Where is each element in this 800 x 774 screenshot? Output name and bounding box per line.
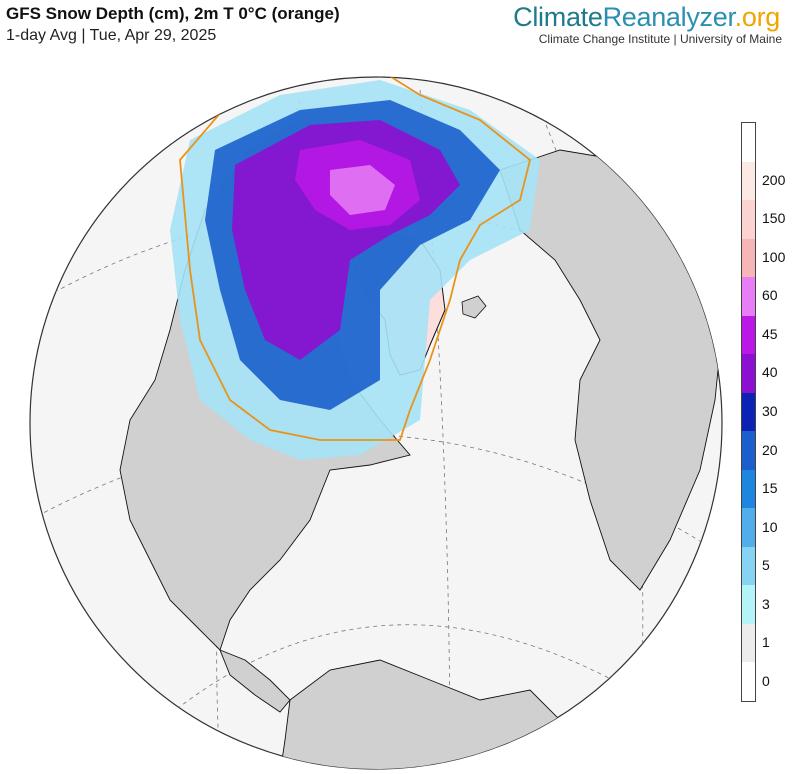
brand-logo[interactable]: ClimateReanalyzer.org bbox=[513, 2, 780, 33]
legend-label: 1 bbox=[762, 634, 770, 651]
brand-part3: .org bbox=[734, 2, 781, 32]
page-subtitle: 1-day Avg | Tue, Apr 29, 2025 bbox=[6, 27, 217, 44]
legend-swatch bbox=[742, 546, 755, 586]
legend-swatch bbox=[742, 662, 755, 701]
iceland bbox=[461, 295, 487, 319]
legend-label: 20 bbox=[762, 441, 778, 458]
legend-swatch bbox=[742, 469, 755, 509]
snow-pink bbox=[330, 165, 395, 215]
legend-swatch bbox=[742, 508, 755, 547]
legend-swatch bbox=[742, 623, 755, 663]
legend-label: 15 bbox=[762, 480, 778, 497]
legend-swatch bbox=[742, 277, 755, 316]
legend-label: 45 bbox=[762, 325, 778, 342]
brand-part1: Climate bbox=[513, 2, 603, 32]
legend-colorbar bbox=[741, 122, 756, 702]
freezing-line bbox=[179, 77, 532, 441]
legend-swatch bbox=[742, 123, 755, 162]
legend-label: 5 bbox=[762, 557, 770, 574]
legend-swatch bbox=[742, 392, 755, 432]
legend-label: 100 bbox=[762, 248, 786, 265]
legend-label: 3 bbox=[762, 595, 770, 612]
legend-swatch bbox=[742, 161, 755, 201]
legend-swatch bbox=[742, 354, 755, 393]
central-america bbox=[219, 649, 291, 713]
legend-label: 60 bbox=[762, 287, 778, 304]
legend-swatch bbox=[742, 315, 755, 355]
legend-swatch bbox=[742, 238, 755, 278]
legend-swatch bbox=[742, 200, 755, 239]
legend-label: 10 bbox=[762, 518, 778, 535]
legend-label: 200 bbox=[762, 171, 786, 188]
brand-tagline: Climate Change Institute | University of… bbox=[538, 32, 782, 46]
legend-label: 0 bbox=[762, 672, 770, 689]
legend-label: 40 bbox=[762, 364, 778, 381]
brand-part2: Reanalyzer bbox=[602, 2, 735, 32]
legend-swatch bbox=[742, 431, 755, 470]
legend-label: 150 bbox=[762, 210, 786, 227]
legend-label: 30 bbox=[762, 403, 778, 419]
page-title: GFS Snow Depth (cm), 2m T 0°C (orange) bbox=[6, 4, 340, 23]
legend-swatch bbox=[742, 585, 755, 624]
